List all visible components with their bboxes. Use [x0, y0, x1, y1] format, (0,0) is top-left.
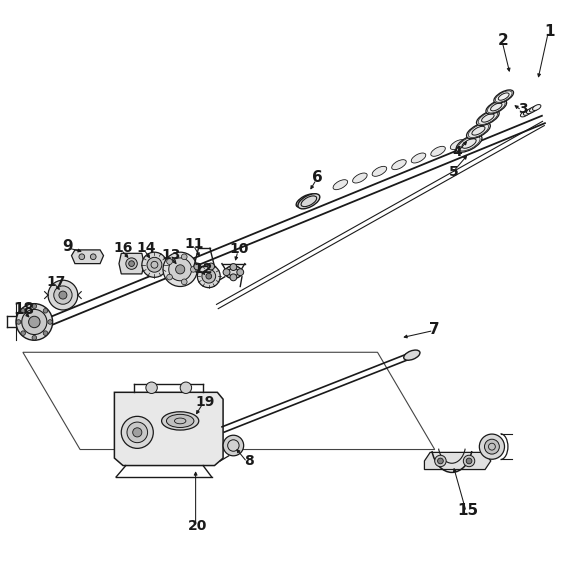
Ellipse shape — [450, 140, 465, 150]
Ellipse shape — [411, 153, 426, 163]
Circle shape — [223, 435, 244, 456]
Circle shape — [21, 308, 25, 313]
Circle shape — [484, 439, 499, 454]
Text: 16: 16 — [113, 241, 133, 255]
Circle shape — [166, 274, 172, 280]
Circle shape — [54, 286, 72, 304]
Circle shape — [29, 316, 40, 328]
Circle shape — [129, 261, 134, 266]
Text: 6: 6 — [312, 170, 323, 185]
Circle shape — [59, 291, 67, 299]
Ellipse shape — [533, 104, 541, 111]
Text: 10: 10 — [229, 242, 249, 256]
Ellipse shape — [372, 166, 387, 176]
Circle shape — [438, 458, 443, 464]
Ellipse shape — [526, 108, 535, 113]
Circle shape — [133, 428, 142, 437]
Text: 11: 11 — [185, 237, 204, 250]
Circle shape — [176, 265, 185, 274]
Circle shape — [479, 434, 505, 459]
Circle shape — [181, 254, 187, 260]
Circle shape — [32, 304, 37, 308]
Circle shape — [223, 269, 230, 276]
Circle shape — [237, 269, 244, 276]
Circle shape — [90, 254, 96, 260]
Ellipse shape — [476, 111, 499, 125]
Polygon shape — [119, 253, 144, 274]
Circle shape — [126, 258, 137, 269]
Circle shape — [142, 252, 167, 277]
Text: 12: 12 — [193, 262, 213, 276]
Polygon shape — [72, 250, 104, 264]
Circle shape — [16, 320, 21, 324]
Text: 9: 9 — [62, 239, 73, 254]
Circle shape — [121, 417, 153, 449]
Text: 4: 4 — [452, 145, 463, 159]
Circle shape — [208, 263, 214, 270]
Text: 14: 14 — [136, 241, 156, 255]
Text: 7: 7 — [430, 322, 440, 337]
Circle shape — [48, 280, 78, 310]
Circle shape — [43, 308, 48, 313]
Ellipse shape — [352, 173, 367, 183]
Text: 20: 20 — [188, 519, 207, 532]
Circle shape — [202, 269, 216, 283]
Ellipse shape — [521, 111, 529, 117]
Circle shape — [181, 279, 187, 285]
Text: 3: 3 — [519, 102, 528, 116]
Circle shape — [194, 263, 201, 270]
Ellipse shape — [225, 266, 242, 278]
Ellipse shape — [530, 106, 538, 112]
Text: 1: 1 — [544, 25, 554, 40]
Ellipse shape — [523, 109, 532, 115]
Circle shape — [180, 382, 192, 394]
Circle shape — [22, 309, 47, 335]
Circle shape — [147, 257, 162, 272]
Circle shape — [169, 258, 192, 281]
Circle shape — [190, 266, 196, 272]
Text: 5: 5 — [448, 165, 459, 179]
Circle shape — [163, 252, 197, 286]
Circle shape — [127, 422, 148, 443]
Ellipse shape — [392, 160, 406, 170]
Polygon shape — [424, 452, 491, 469]
Ellipse shape — [494, 90, 514, 103]
Circle shape — [166, 259, 172, 265]
Circle shape — [16, 304, 53, 340]
Ellipse shape — [467, 123, 490, 139]
Circle shape — [79, 254, 85, 260]
Circle shape — [206, 273, 212, 279]
Circle shape — [32, 335, 37, 340]
Circle shape — [466, 458, 472, 464]
Text: 17: 17 — [46, 275, 66, 289]
Text: 8: 8 — [244, 454, 254, 468]
Text: 18: 18 — [14, 302, 34, 317]
Ellipse shape — [162, 412, 199, 430]
Circle shape — [463, 455, 475, 466]
Text: 2: 2 — [498, 33, 509, 48]
Text: 19: 19 — [195, 395, 214, 409]
Ellipse shape — [431, 146, 446, 156]
Circle shape — [146, 382, 157, 394]
Ellipse shape — [296, 194, 316, 207]
Circle shape — [21, 331, 25, 335]
Ellipse shape — [486, 100, 507, 114]
Circle shape — [197, 265, 220, 288]
Text: 13: 13 — [162, 248, 181, 262]
Circle shape — [43, 331, 48, 335]
Ellipse shape — [166, 414, 194, 427]
Circle shape — [230, 264, 237, 270]
Ellipse shape — [298, 194, 320, 209]
Text: 15: 15 — [458, 503, 478, 518]
Ellipse shape — [404, 350, 420, 360]
Circle shape — [48, 320, 53, 324]
Polygon shape — [114, 393, 223, 465]
Circle shape — [230, 274, 237, 281]
Circle shape — [435, 455, 446, 466]
Ellipse shape — [456, 135, 482, 152]
Ellipse shape — [333, 180, 348, 190]
